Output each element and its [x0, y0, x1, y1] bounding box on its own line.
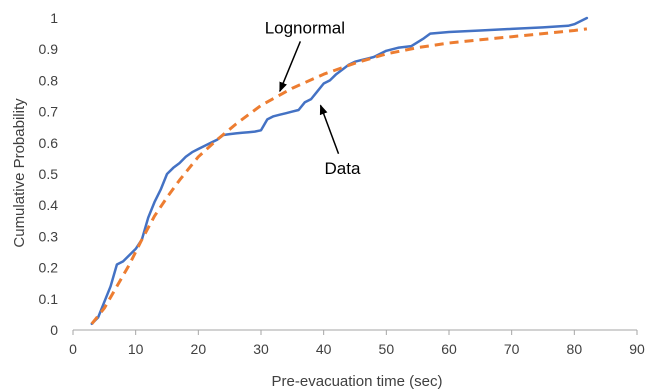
x-tick-label: 60 — [441, 341, 457, 357]
series-line-data — [90, 16, 589, 326]
y-tick-label: 0.2 — [39, 260, 59, 276]
axes: 0 10 20 30 40 50 60 70 80 90 0 0.1 0.2 0.3 0.4 0.5 0.6 0.… — [39, 10, 645, 357]
y-tick-label: 1 — [50, 10, 58, 26]
x-tick-label: 70 — [504, 341, 520, 357]
y-axis-title: Cumulative Probability — [11, 98, 28, 248]
annotation-arrow-data — [319, 104, 340, 155]
y-tick-label: 0.6 — [39, 135, 59, 151]
annotation-arrow-lognormal — [279, 41, 302, 93]
y-tick-label: 0.8 — [39, 72, 59, 88]
y-tick-label: 0.1 — [39, 291, 59, 307]
y-tick-label: 0.9 — [39, 41, 59, 57]
annotations: Lognormal Data — [265, 18, 361, 177]
y-tick-label: 0.5 — [39, 166, 59, 182]
x-tick-label: 0 — [69, 341, 77, 357]
y-tick-label: 0.3 — [39, 228, 59, 244]
y-tick-label: 0.4 — [39, 197, 59, 213]
x-tick-label: 90 — [629, 341, 645, 357]
x-tick-label: 20 — [191, 341, 207, 357]
x-tick-label: 40 — [316, 341, 332, 357]
x-tick-label: 10 — [128, 341, 144, 357]
x-tick-label: 30 — [253, 341, 269, 357]
series-group — [90, 16, 589, 326]
x-tick-label: 50 — [379, 341, 395, 357]
x-axis-title: Pre-evacuation time (sec) — [272, 373, 443, 390]
annotation-label-data: Data — [325, 159, 361, 178]
annotation-label-lognormal: Lognormal — [265, 18, 345, 37]
x-tick-label: 80 — [567, 341, 583, 357]
y-tick-label: 0.7 — [39, 104, 59, 120]
y-tick-label: 0 — [50, 322, 58, 338]
